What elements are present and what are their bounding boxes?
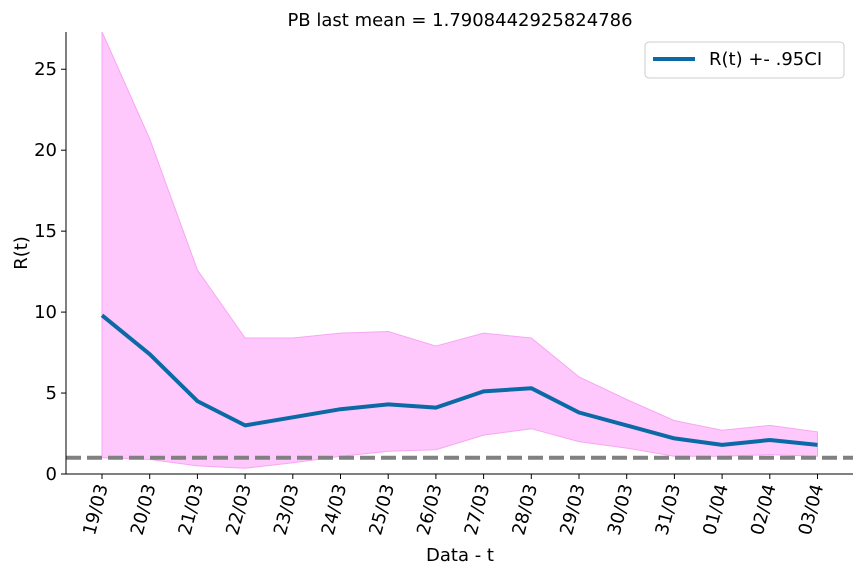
x-tick-label: 20/03 [127,482,161,538]
confidence-band [101,31,818,469]
x-tick-label: 19/03 [79,482,113,538]
series-line [100,313,818,447]
y-tick-label: 10 [34,302,57,323]
y-tick-label: 0 [46,464,57,485]
y-axis-label: R(t) [11,236,32,270]
x-tick-label: 31/03 [652,482,686,538]
legend-label: R(t) +- .95CI [709,49,822,70]
x-tick-label: 21/03 [175,482,209,538]
x-tick-label: 22/03 [222,482,256,538]
x-tick-label: 30/03 [604,482,638,538]
y-tick-label: 20 [34,140,57,161]
plot-area [66,31,853,469]
y-ticks: 0 5 10 15 20 25 [34,59,66,485]
x-axis-label: Data - t [426,545,494,566]
chart-title: PB last mean = 1.7908442925824786 [287,10,632,31]
y-tick-label: 25 [34,59,57,80]
x-tick-label: 24/03 [318,482,352,538]
legend-box [644,41,845,79]
x-tick-label: 29/03 [556,482,590,538]
y-tick-label: 5 [46,383,57,404]
legend: R(t) +- .95CI [644,41,845,79]
x-ticks: 19/03 20/03 21/03 22/03 23/03 24/03 25/03 26/03… [79,474,828,537]
x-tick-label: 26/03 [413,482,447,538]
y-tick-label: 15 [34,221,57,242]
x-tick-label: 25/03 [365,482,399,538]
x-tick-label: 23/03 [270,482,304,538]
x-tick-label: 03/04 [795,482,829,538]
x-tick-label: 27/03 [461,482,495,538]
x-tick-label: 01/04 [699,482,733,538]
x-tick-label: 02/04 [747,482,781,538]
x-tick-label: 28/03 [508,482,542,538]
